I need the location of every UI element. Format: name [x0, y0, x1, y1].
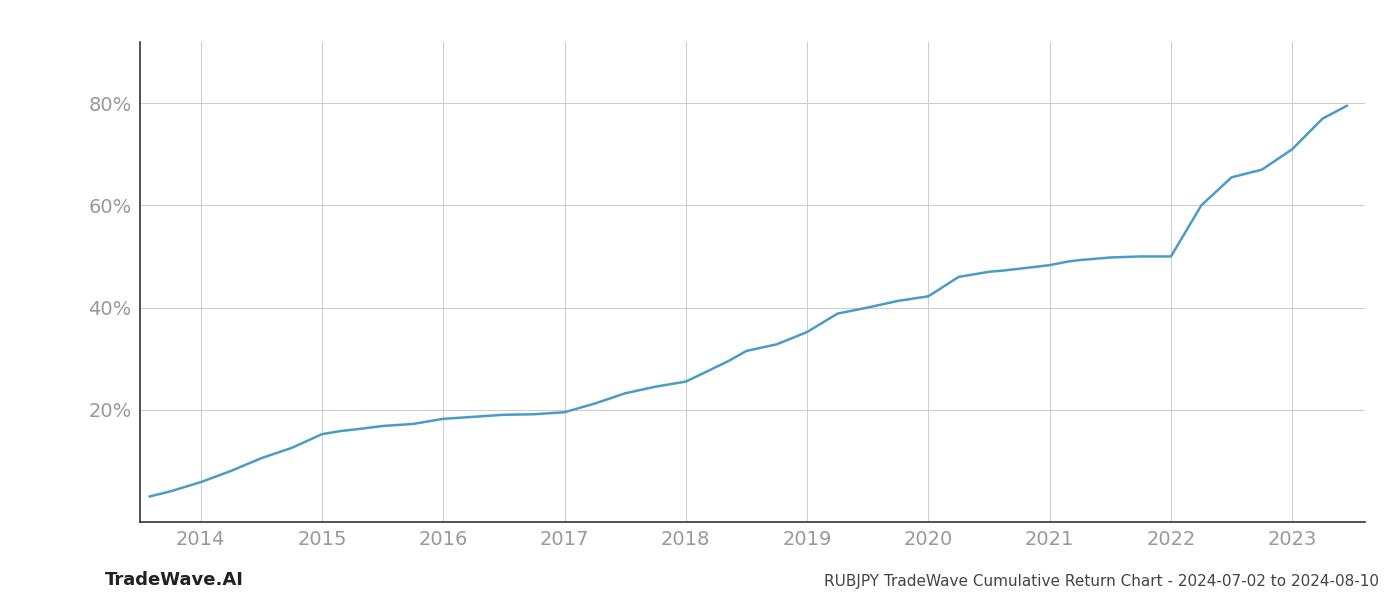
Text: RUBJPY TradeWave Cumulative Return Chart - 2024-07-02 to 2024-08-10: RUBJPY TradeWave Cumulative Return Chart… — [825, 574, 1379, 589]
Text: TradeWave.AI: TradeWave.AI — [105, 571, 244, 589]
